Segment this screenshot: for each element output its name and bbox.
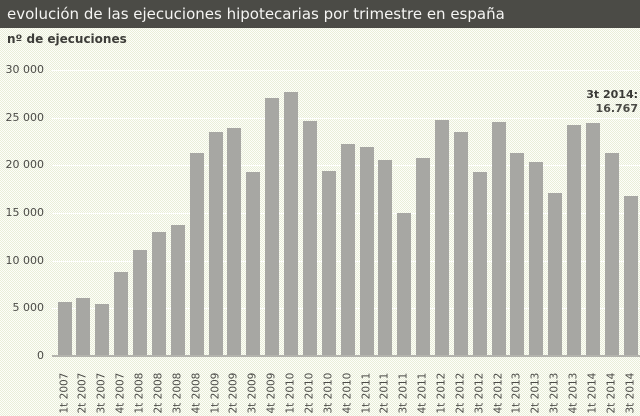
x-tick-label-1t-2007: 1t 2007 [58,372,71,414]
x-tick-label-1t-2009: 1t 2009 [209,372,222,414]
y-tick-label-25000: 25 000 [5,111,45,124]
bar-2t-2014 [605,153,619,356]
bar-4t-2011 [416,158,430,356]
bar-2t-2007 [76,298,90,356]
y-tick-label-10000: 10 000 [5,254,45,267]
bar-1t-2011 [360,147,374,356]
bar-1t-2009 [209,132,223,356]
x-tick-label-4t-2007: 4t 2007 [114,372,127,414]
y-tick-label-0: 0 [37,349,44,362]
bar-4t-2009 [265,98,279,356]
bar-1t-2008 [133,250,147,356]
bar-1t-2012 [435,120,449,356]
bar-3t-2013 [548,193,562,356]
x-tick-label-1t-2008: 1t 2008 [133,372,146,414]
y-tick-label-30000: 30 000 [5,63,45,76]
y-tick-label-15000: 15 000 [5,206,45,219]
bar-2t-2012 [454,132,468,356]
bar-2t-2013 [529,162,543,356]
bar-2t-2011 [378,160,392,356]
x-tick-label-3t-2013: 3t 2013 [548,372,561,414]
bar-4t-2008 [190,153,204,356]
x-tick-label-2t-2008: 2t 2008 [152,372,165,414]
bar-1t-2010 [284,92,298,356]
x-tick-label-3t-2007: 3t 2007 [95,372,108,414]
bar-3t-2011 [397,213,411,356]
bar-4t-2007 [114,272,128,356]
title-bar: evolución de las ejecuciones hipotecaria… [0,0,640,28]
bar-3t-2007 [95,304,109,356]
annotation-quarter-label: 3t 2014: [586,88,638,101]
x-tick-label-3t-2012: 3t 2012 [473,372,486,414]
x-tick-label-3t-2014: 3t 2014 [624,372,637,414]
gridline-25000 [52,118,640,119]
x-tick-label-1t-2011: 1t 2011 [360,372,373,414]
gridline-30000 [52,70,640,71]
x-tick-label-3t-2008: 3t 2008 [171,372,184,414]
bar-4t-2012 [492,122,506,356]
x-tick-label-2t-2012: 2t 2012 [454,372,467,414]
bar-3t-2009 [246,172,260,356]
bar-1t-2014 [586,123,600,356]
x-tick-label-3t-2009: 3t 2009 [246,372,259,414]
x-tick-label-4t-2008: 4t 2008 [190,372,203,414]
x-tick-label-4t-2011: 4t 2011 [416,372,429,414]
x-tick-label-4t-2012: 4t 2012 [492,372,505,414]
x-tick-label-2t-2010: 2t 2010 [303,372,316,414]
bar-4t-2010 [341,144,355,356]
latest-value-annotation: 3t 2014: 16.767 [586,88,638,116]
chart-title: evolución de las ejecuciones hipotecaria… [7,5,505,23]
x-tick-label-3t-2011: 3t 2011 [397,372,410,414]
x-tick-label-1t-2012: 1t 2012 [435,372,448,414]
bar-2t-2010 [303,121,317,356]
x-tick-label-1t-2014: 1t 2014 [586,372,599,414]
x-tick-label-1t-2013: 1t 2013 [510,372,523,414]
x-tick-label-2t-2014: 2t 2014 [605,372,618,414]
x-tick-label-4t-2010: 4t 2010 [341,372,354,414]
x-tick-label-4t-2009: 4t 2009 [265,372,278,414]
x-tick-label-1t-2010: 1t 2010 [284,372,297,414]
bar-1t-2013 [510,153,524,356]
bar-3t-2014 [624,196,638,356]
bar-1t-2007 [58,302,72,356]
y-tick-label-20000: 20 000 [5,158,45,171]
x-tick-label-2t-2013: 2t 2013 [529,372,542,414]
bar-2t-2009 [227,128,241,356]
x-tick-label-3t-2010: 3t 2010 [322,372,335,414]
x-tick-label-2t-2007: 2t 2007 [76,372,89,414]
x-tick-label-4t-2013: 4t 2013 [567,372,580,414]
bar-2t-2008 [152,232,166,356]
bar-3t-2008 [171,225,185,356]
x-axis-line [52,355,640,357]
y-axis-title: nº de ejecuciones [7,32,127,46]
bar-3t-2012 [473,172,487,356]
x-tick-label-2t-2011: 2t 2011 [378,372,391,414]
annotation-value: 16.767 [595,102,638,115]
bar-4t-2013 [567,125,581,356]
x-tick-label-2t-2009: 2t 2009 [227,372,240,414]
bar-3t-2010 [322,171,336,356]
y-tick-label-5000: 5 000 [12,301,45,314]
